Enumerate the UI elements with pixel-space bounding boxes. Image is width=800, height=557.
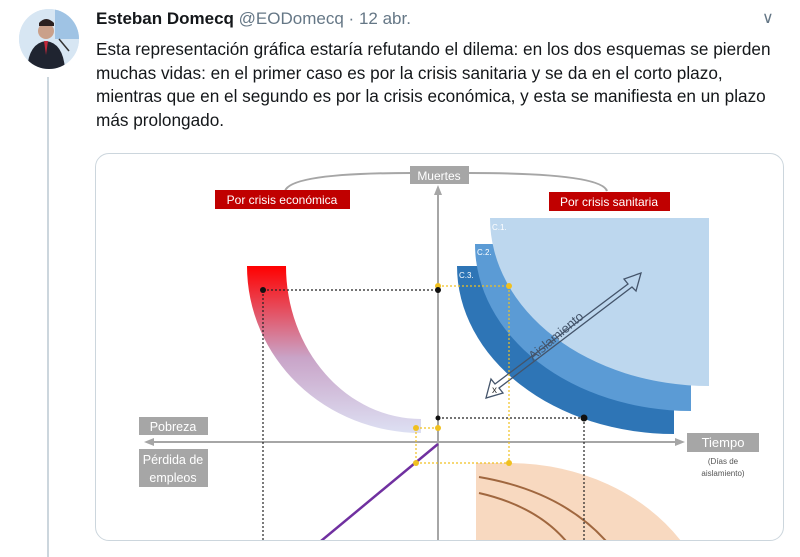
y-axis-label-box [410, 166, 469, 184]
y-axis-arrowhead [434, 185, 442, 195]
yellow-guides [415, 285, 510, 464]
left-label: Por crisis económica [227, 193, 338, 207]
right-label: Por crisis sanitaria [560, 195, 658, 209]
black-guides [262, 289, 585, 540]
separator: · [348, 9, 355, 28]
empleos-label-1: Pérdida de [143, 453, 204, 467]
empleos-label-2: empleos [149, 471, 196, 485]
guide-points [260, 283, 588, 466]
x-axis-sub-1: (Días de [708, 457, 739, 466]
curve-c1 [490, 218, 709, 386]
connector-arc [284, 172, 608, 192]
chevron-down-icon[interactable]: ∨ [762, 10, 774, 27]
brown-curve [478, 492, 567, 540]
right-label-box [549, 192, 670, 211]
x-axis-arrowhead-left [144, 438, 154, 446]
brown-curve [478, 476, 607, 540]
label-c2: C.2. [477, 248, 492, 257]
label-c3: C.3. [459, 271, 474, 280]
x-axis-arrowhead-right [675, 438, 685, 446]
avatar-image [19, 9, 79, 69]
tweet-image[interactable]: C.1. C.2. C.3. x Aislamiento [95, 153, 784, 541]
x-axis-label: Tiempo [702, 435, 745, 450]
orange-area [476, 463, 681, 540]
pobreza-box [139, 417, 208, 435]
x-axis-sub-2: aislamiento) [701, 469, 744, 478]
purple-line [320, 443, 439, 540]
y-axis-label: Muertes [417, 169, 460, 183]
left-label-box [215, 190, 350, 209]
tweet-text: Esta representación gráfica estaría refu… [96, 39, 771, 130]
arrow-end-mark: x [492, 385, 497, 396]
x-axis-label-box [687, 433, 759, 452]
diagram: C.1. C.2. C.3. x Aislamiento [139, 166, 759, 540]
author-name[interactable]: Esteban Domecq [96, 9, 234, 28]
avatar[interactable] [19, 9, 79, 69]
empleos-box [139, 449, 208, 487]
tweet-header: Esteban Domecq @EODomecq · 12 abr. [96, 9, 411, 29]
pobreza-label: Pobreza [150, 420, 197, 434]
author-handle[interactable]: @EODomecq [238, 9, 344, 28]
thread-line [47, 77, 49, 557]
aislamiento-arrow [485, 271, 642, 399]
tweet-date[interactable]: 12 abr. [358, 9, 411, 28]
label-c1: C.1. [492, 223, 507, 232]
economic-curve [247, 266, 421, 433]
